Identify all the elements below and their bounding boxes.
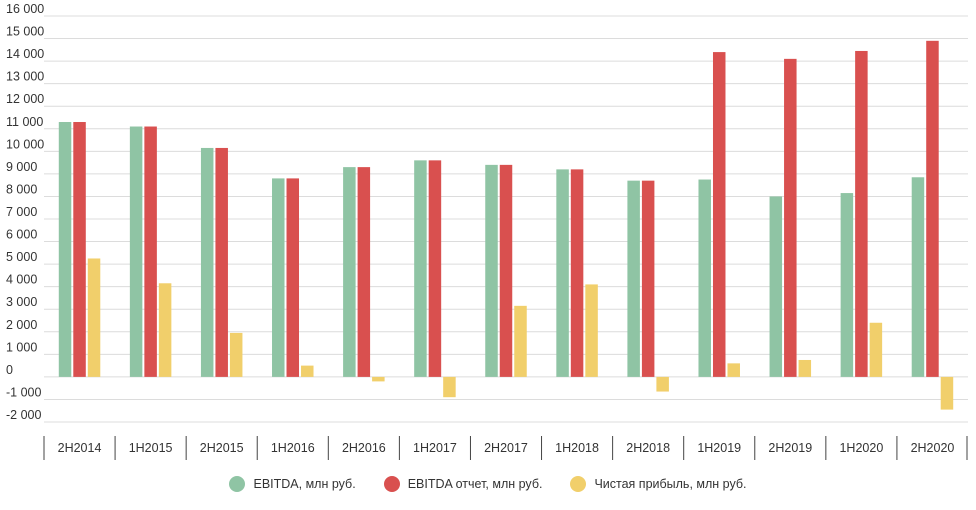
x-tick-label: 1H2018: [555, 441, 599, 455]
bar-ebitda: [627, 180, 640, 377]
bar-ebitda-report: [784, 58, 797, 377]
y-tick-label: 9 000: [6, 160, 37, 174]
bar-ebitda: [769, 196, 783, 377]
bar-ebitda: [911, 177, 925, 377]
y-tick-label: 15 000: [6, 25, 44, 39]
legend-item: EBITDA, млн руб.: [229, 476, 356, 492]
x-axis: 2H2014 1H2015 2H2015 1H2016 2H2016 1H2017 2H20…: [43, 436, 968, 460]
x-tick-label: 2H2018: [626, 441, 670, 455]
bar-ebitda: [129, 126, 143, 377]
y-tick-label: 10 000: [6, 137, 44, 151]
bar-net-profit: [940, 376, 954, 410]
x-tick-label: 1H2019: [697, 441, 741, 455]
bar-ebitda: [840, 193, 854, 377]
y-tick-label: 1 000: [6, 340, 37, 354]
bar-ebitda-report: [286, 178, 300, 377]
chart-legend: EBITDA, млн руб. EBITDA отчет, млн руб. Чи…: [0, 476, 976, 492]
bar-net-profit: [798, 359, 812, 377]
legend-swatch: [570, 476, 587, 492]
y-tick-label: 16 000: [6, 2, 44, 16]
y-tick-label: 14 000: [6, 47, 44, 61]
bar-ebitda-report: [215, 147, 228, 377]
bar-net-profit: [158, 283, 172, 377]
bar-ebitda-report: [428, 160, 442, 377]
x-tick-label: 2H2020: [911, 441, 955, 455]
y-tick-label: -1 000: [6, 385, 41, 399]
y-tick-label: 2 000: [6, 318, 37, 332]
x-tick-label: 2H2017: [484, 441, 528, 455]
bar-ebitda-report: [641, 180, 655, 377]
x-tick-label: 1H2017: [413, 441, 457, 455]
x-tick-label: 1H2020: [839, 441, 883, 455]
y-tick-label: 13 000: [6, 70, 44, 84]
bar-ebitda: [414, 160, 427, 377]
x-tick-label: 2H2014: [58, 441, 102, 455]
bar-net-profit: [229, 332, 243, 377]
bar-ebitda: [485, 164, 498, 377]
bar-ebitda: [556, 169, 569, 377]
bar-ebitda: [698, 179, 711, 377]
bar-chart: 16 000 15 000 14 000 13 000 12 000 11 000 10 0…: [6, 2, 968, 460]
y-tick-label: 8 000: [6, 182, 37, 196]
bar-ebitda: [58, 122, 72, 377]
bar-ebitda: [200, 147, 214, 377]
bar-net-profit: [585, 284, 598, 377]
bar-net-profit: [656, 376, 669, 392]
legend-label: EBITDA отчет, млн руб.: [407, 477, 543, 491]
x-tick-label: 1H2015: [129, 441, 173, 455]
bar-ebitda-report: [499, 164, 513, 377]
bar-ebitda-report: [144, 126, 157, 377]
bars: [58, 40, 954, 410]
y-tick-label: 12 000: [6, 92, 44, 106]
bar-ebitda-report: [926, 40, 939, 377]
bar-ebitda-report: [73, 122, 86, 377]
y-tick-label: 11 000: [6, 115, 43, 129]
x-tick-label: 2H2015: [200, 441, 244, 455]
bar-net-profit: [869, 322, 883, 377]
legend-swatch: [383, 476, 400, 492]
bar-net-profit: [87, 258, 101, 377]
x-tick-label: 2H2019: [768, 441, 812, 455]
bar-ebitda: [343, 167, 356, 377]
bar-net-profit: [372, 376, 385, 382]
bar-net-profit: [514, 305, 527, 377]
x-tick-label: 2H2016: [342, 441, 386, 455]
y-tick-label: 3 000: [6, 295, 37, 309]
y-tick-label: 4 000: [6, 273, 37, 287]
legend-label: Чистая прибыль, млн руб.: [594, 477, 747, 491]
legend-swatch: [229, 476, 246, 492]
bar-ebitda-report: [357, 167, 371, 377]
y-tick-label: 0: [6, 363, 13, 377]
y-tick-label: 7 000: [6, 205, 37, 219]
bar-net-profit: [443, 376, 456, 398]
y-tick-label: -2 000: [6, 408, 41, 422]
x-tick-label: 1H2016: [271, 441, 315, 455]
legend-item: EBITDA отчет, млн руб.: [383, 476, 543, 492]
bar-ebitda-report: [712, 52, 726, 377]
bar-net-profit: [727, 363, 740, 377]
y-tick-label: 5 000: [6, 250, 37, 264]
legend-item: Чистая прибыль, млн руб.: [570, 476, 747, 492]
bar-net-profit: [301, 365, 314, 377]
bar-ebitda-report: [855, 50, 868, 377]
y-tick-label: 6 000: [6, 228, 37, 242]
legend-label: EBITDA, млн руб.: [253, 477, 356, 491]
y-axis-ticks: 16 000 15 000 14 000 13 000 12 000 11 000 10 0…: [6, 2, 44, 422]
bar-ebitda: [272, 178, 285, 377]
bar-ebitda-report: [570, 169, 584, 377]
